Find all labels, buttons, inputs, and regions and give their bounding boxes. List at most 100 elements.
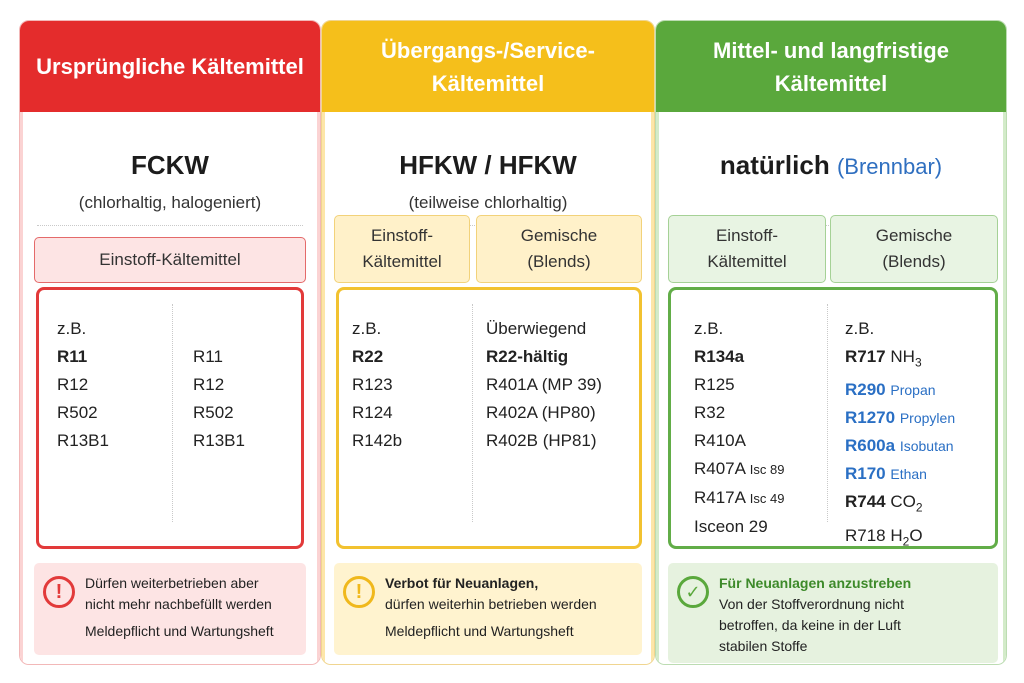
info-line: Meldepflicht und Wartungsheft [385, 623, 574, 639]
checkmark-icon: ✓ [677, 576, 709, 608]
list-prefix: z.B. [352, 319, 382, 338]
pill-gemische: Gemische (Blends) [476, 215, 642, 283]
item-code: R417A [694, 488, 746, 507]
category-title: natürlich (Brennbar) [659, 150, 1003, 181]
refrigerant-box: z.B. R11 R12 R502 R13B1 R11 R12 R502 R13… [36, 287, 304, 549]
item-note: O [909, 525, 923, 545]
list-item: R502 [193, 403, 234, 422]
dotted-divider [37, 225, 303, 226]
list-item: R170 Ethan [845, 460, 955, 488]
subscript: 2 [915, 500, 923, 515]
pill-einstoff: Einstoff-Kältemittel [34, 237, 306, 283]
info-line: Dürfen weiterbetrieben aber [85, 575, 259, 591]
list-item: R13B1 [57, 431, 109, 450]
item-note: Isobutan [899, 438, 954, 455]
info-line: betroffen, da keine in der Luft [719, 617, 901, 633]
exclamation-icon: ! [43, 576, 75, 608]
info-line: stabilen Stoffe [719, 638, 808, 654]
column-panel: HFKW / HFKW (teilweise chlorhaltig) Eins… [322, 112, 654, 664]
list-right: z.B. R717 NH3 R290 Propan R1270 Propylen… [845, 315, 955, 555]
list-right: Überwiegend R22-hältig R401A (MP 39) R40… [486, 315, 602, 455]
info-line: dürfen weiterhin betrieben werden [385, 596, 597, 612]
list-item: R718 H2O [845, 522, 955, 555]
item-code: R170 [845, 464, 886, 484]
list-item: R11 [193, 347, 223, 366]
refrigerant-box: z.B. R134a R125 R32 R410A R407A Isc 89 R… [668, 287, 998, 549]
list-item: R12 [57, 375, 89, 394]
item-note: Ethan [890, 466, 927, 483]
info-title: Für Neuanlagen anzustreben [719, 575, 912, 591]
info-text: Dürfen weiterbetrieben aber nicht mehr n… [85, 573, 298, 615]
list-item-bold: R22-hältig [486, 343, 602, 371]
list-prefix: z.B. [845, 319, 875, 338]
category-note: (Brennbar) [836, 154, 943, 179]
item-note: Propan [890, 382, 936, 399]
info-line: Von der Stoffverordnung nicht [719, 596, 904, 612]
item-code: R290 [845, 380, 886, 400]
column-panel: natürlich (Brennbar) Einstoff- Kältemitt… [656, 112, 1006, 664]
category-subtitle: (teilweise chlorhaltig) [408, 193, 568, 212]
list-item: R125 [694, 375, 735, 394]
item-code: R407A [694, 459, 746, 478]
item-code: R718 [845, 525, 886, 545]
item-code: R1270 [845, 408, 896, 428]
info-line: nicht mehr nachbefüllt werden [85, 596, 272, 612]
item-note: Propylen [899, 410, 956, 427]
list-item: R417A Isc 49 [694, 484, 784, 513]
list-item: R407A Isc 89 [694, 455, 784, 484]
list-item-bold: R22 [352, 347, 384, 366]
list-item: R410A [694, 431, 746, 450]
category-title: FCKW [131, 150, 209, 180]
list-left: z.B. R22 R123 R124 R142b [352, 315, 402, 455]
item-note: NH [890, 347, 915, 366]
list-item: R1270 Propylen [845, 404, 955, 432]
list-item: R717 NH3 [845, 343, 955, 376]
info-text: Für Neuanlagen anzustreben Von der Stoff… [719, 573, 990, 657]
list-item: R13B1 [193, 431, 245, 450]
item-note: Isc 89 [749, 462, 785, 477]
bold-suffix: -hältig [517, 347, 569, 366]
item-code: R744 [845, 492, 886, 512]
pill-einstoff: Einstoff- Kältemittel [334, 215, 470, 283]
bold-part: R22 [486, 347, 518, 366]
list-right: R11 R12 R502 R13B1 [193, 343, 245, 455]
column-separator [172, 304, 173, 522]
column-separator [472, 304, 473, 522]
list-prefix: z.B. [57, 319, 87, 338]
column-mittel-langfristig: Mittel- und langfristige Kältemittel nat… [655, 20, 1007, 665]
list-item: R600a Isobutan [845, 432, 955, 460]
list-item: R290 Propan [845, 376, 955, 404]
column-separator [827, 304, 828, 522]
column-header: Übergangs-/Service- Kältemittel [322, 21, 654, 112]
item-code: R717 [845, 347, 886, 366]
pill-einstoff: Einstoff- Kältemittel [668, 215, 826, 283]
category-main: natürlich [719, 150, 830, 180]
column-ursprungliche: Ursprüngliche Kältemittel FCKW (chlorhal… [19, 20, 321, 665]
item-note: H [890, 525, 903, 545]
subscript: 2 [902, 534, 910, 549]
info-box: ! Dürfen weiterbetrieben aber nicht mehr… [34, 563, 306, 655]
list-item: R744 CO2 [845, 488, 955, 521]
column-header: Mittel- und langfristige Kältemittel [656, 21, 1006, 112]
list-item: R502 [57, 403, 98, 422]
list-item: Isceon 29 [694, 517, 768, 536]
list-prefix: z.B. [694, 319, 724, 338]
pill-gemische: Gemische (Blends) [830, 215, 998, 283]
list-item-bold: R134a [694, 347, 745, 366]
list-item: R402B (HP81) [486, 431, 597, 450]
category-subtitle: (chlorhaltig, halogeniert) [78, 193, 262, 212]
list-item: R123 [352, 375, 393, 394]
info-text: Verbot für Neuanlagen, dürfen weiterhin … [385, 573, 634, 615]
info-box: ✓ Für Neuanlagen anzustreben Von der Sto… [668, 563, 998, 663]
column-panel: FCKW (chlorhaltig, halogeniert) Einstoff… [20, 112, 320, 664]
list-item-bold: R11 [57, 347, 88, 366]
list-item: R124 [352, 403, 393, 422]
category-title: HFKW / HFKW [399, 150, 577, 180]
list-item: R402A (HP80) [486, 403, 596, 422]
item-code: R600a [845, 436, 896, 456]
column-header: Ursprüngliche Kältemittel [20, 21, 320, 112]
item-note: CO [890, 492, 916, 512]
column-uebergang: Übergangs-/Service- Kältemittel HFKW / H… [321, 20, 655, 665]
refrigerant-box: z.B. R22 R123 R124 R142b Überwiegend R22… [336, 287, 642, 549]
list-item: R142b [352, 431, 403, 450]
